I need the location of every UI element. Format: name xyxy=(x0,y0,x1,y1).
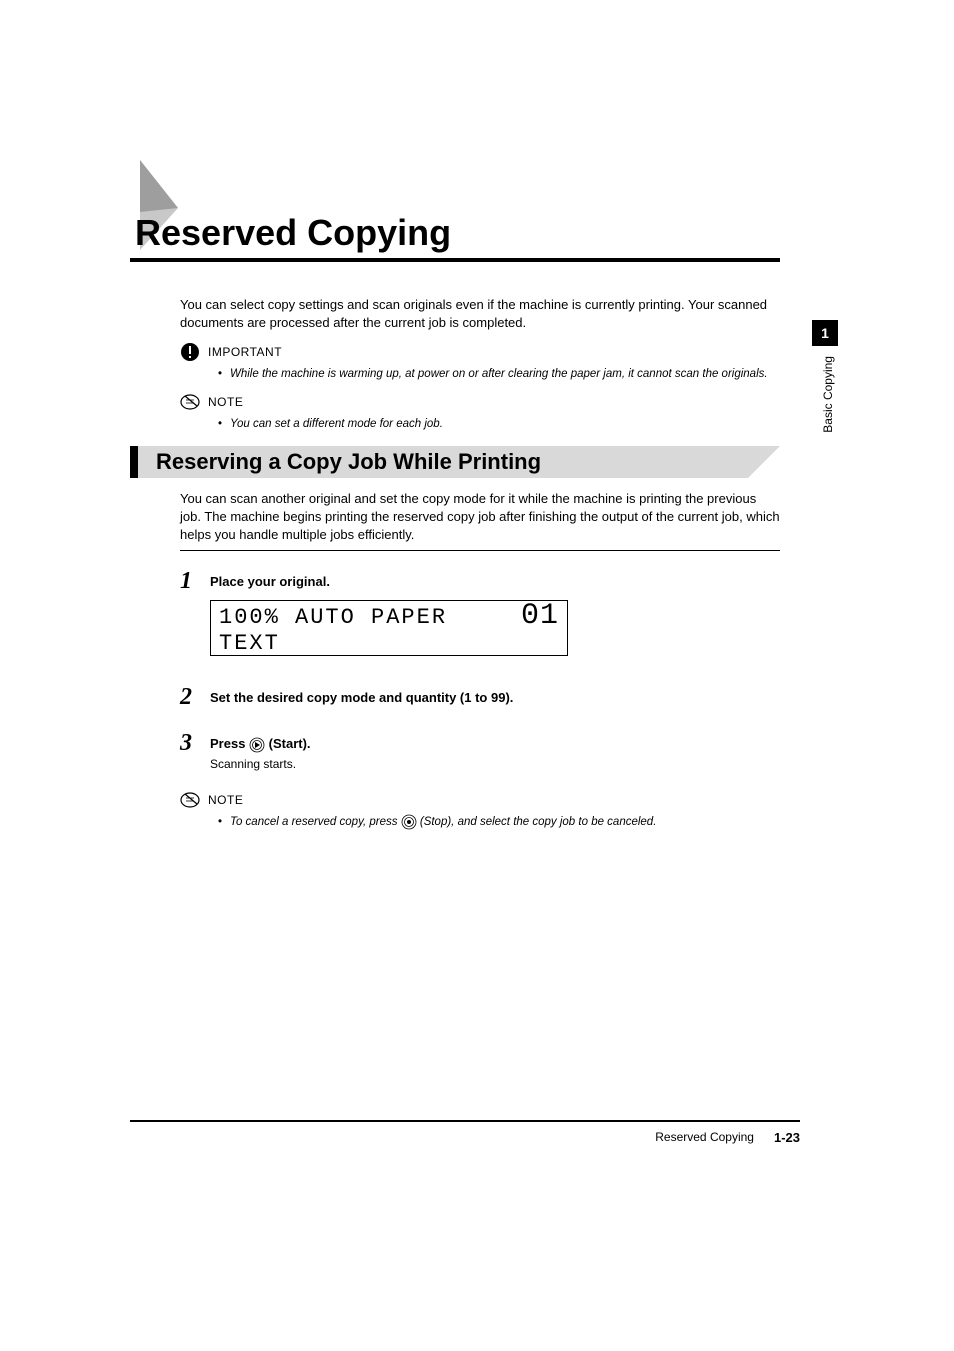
section-body: You can scan another original and set th… xyxy=(180,490,780,545)
step-1: 1 Place your original. xyxy=(180,574,780,589)
note2-pre: To cancel a reserved copy, press xyxy=(230,816,401,828)
title-underline xyxy=(130,258,780,262)
note-text-2: To cancel a reserved copy, press (Stop),… xyxy=(218,814,780,830)
step-2: 2 Set the desired copy mode and quantity… xyxy=(180,690,780,705)
footer-title: Reserved Copying xyxy=(655,1130,754,1145)
chapter-side-label: Basic Copying xyxy=(821,356,835,433)
step-3-pre: Press xyxy=(210,736,249,751)
note2-post: (Stop), and select the copy job to be ca… xyxy=(417,816,657,828)
lcd-display: 100% AUTO PAPER 01 TEXT xyxy=(210,600,568,656)
footer-page-number: 1-23 xyxy=(774,1130,800,1145)
start-button-icon xyxy=(249,737,265,753)
chapter-tab: 1 xyxy=(812,320,838,346)
page-footer: Reserved Copying 1-23 xyxy=(130,1130,800,1145)
step-1-text: Place your original. xyxy=(210,574,780,589)
note-icon-2 xyxy=(180,790,200,810)
footer-rule xyxy=(130,1120,800,1122)
step-2-text: Set the desired copy mode and quantity (… xyxy=(210,690,780,705)
note-callout-2: NOTE To cancel a reserved copy, press (S… xyxy=(180,790,780,830)
note-label-2: NOTE xyxy=(208,793,243,807)
intro-paragraph: You can select copy settings and scan or… xyxy=(180,296,780,332)
stop-button-icon xyxy=(401,814,417,830)
note-callout-1: NOTE You can set a different mode for ea… xyxy=(180,392,780,432)
note-label-1: NOTE xyxy=(208,395,243,409)
note-text-1: You can set a different mode for each jo… xyxy=(218,416,780,432)
lcd-quantity: 01 xyxy=(521,601,559,633)
lcd-line2: TEXT xyxy=(219,632,559,655)
step-3-number: 3 xyxy=(180,730,192,757)
important-callout: IMPORTANT While the machine is warming u… xyxy=(180,342,780,382)
step-1-number: 1 xyxy=(180,568,192,595)
chapter-number: 1 xyxy=(821,325,829,341)
important-icon xyxy=(180,342,200,362)
step-2-number: 2 xyxy=(180,684,192,711)
step-3-post: (Start). xyxy=(265,736,311,751)
divider xyxy=(180,550,780,551)
section-heading-text: Reserving a Copy Job While Printing xyxy=(156,449,541,475)
note-icon xyxy=(180,392,200,412)
important-text: While the machine is warming up, at powe… xyxy=(218,366,780,382)
step-3-sub: Scanning starts. xyxy=(210,757,780,771)
important-label: IMPORTANT xyxy=(208,345,282,359)
step-3-text: Press (Start). xyxy=(210,736,780,753)
section-heading: Reserving a Copy Job While Printing xyxy=(130,446,780,478)
page-title: Reserved Copying xyxy=(135,212,451,254)
lcd-line1-left: 100% AUTO PAPER xyxy=(219,606,447,629)
step-3: 3 Press (Start). Scanning starts. xyxy=(180,736,780,771)
